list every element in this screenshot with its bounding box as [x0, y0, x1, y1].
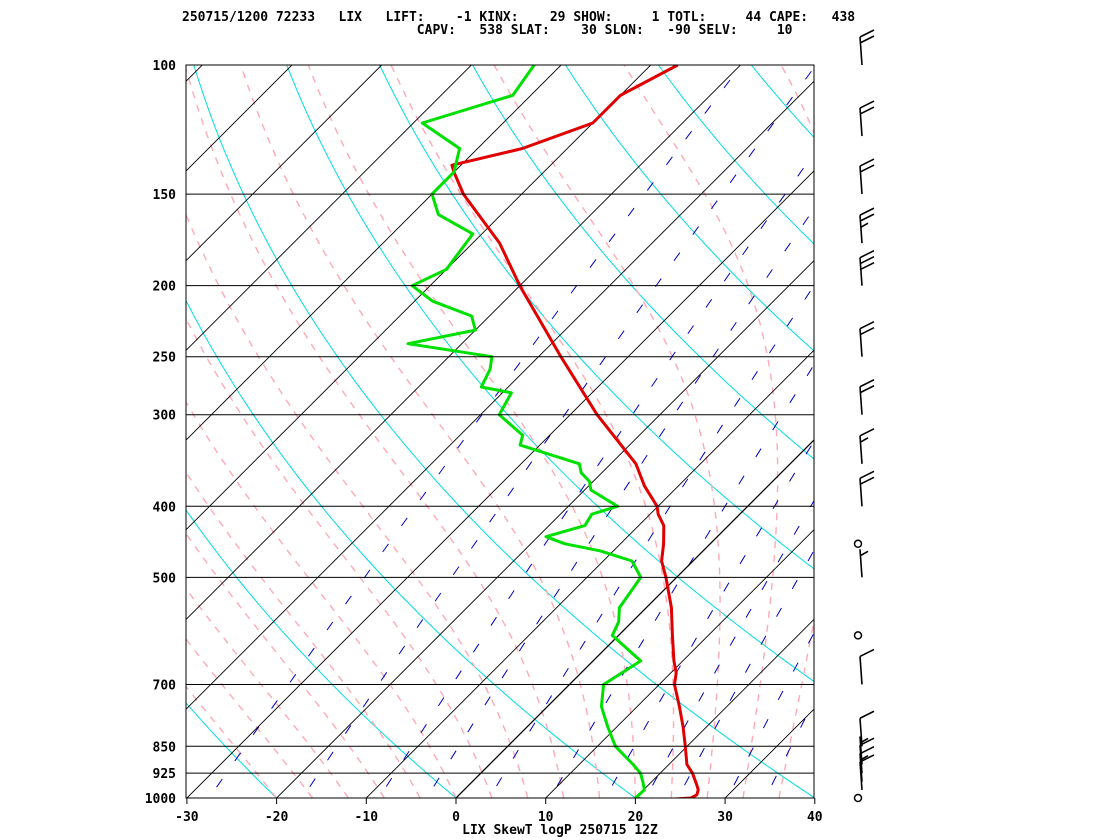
moist-adiabat-line	[815, 65, 941, 798]
isotherm-line	[634, 618, 814, 798]
wind-barb	[859, 100, 875, 137]
wind-barb	[859, 379, 875, 415]
moist-adiabat-line	[186, 587, 349, 798]
dry-adiabat-line	[937, 65, 1120, 814]
dry-adiabat-line	[286, 65, 814, 683]
isotherm-line	[365, 349, 814, 798]
moist-adiabat-line	[186, 400, 457, 798]
temperature-tick-label: 10	[538, 810, 554, 825]
isotherm-line	[186, 65, 562, 441]
temperature-tick-label: -10	[355, 810, 379, 825]
wind-barb	[859, 428, 875, 464]
isotherm-line	[275, 259, 814, 798]
pressure-tick-label: 500	[153, 571, 177, 586]
dry-adiabat-line	[186, 509, 457, 798]
isotherm-line	[186, 170, 814, 798]
wind-barb	[859, 207, 875, 244]
dry-adiabat-line	[193, 65, 814, 798]
pressure-tick-label: 150	[153, 188, 177, 203]
mixing-ratio-line	[208, 65, 742, 798]
pressure-tick-label: 100	[153, 59, 177, 74]
header-indices-line-2: CAPV: 538 SLAT: 30 SLON: -90 SELV: 10	[182, 23, 793, 38]
temperature-tick-label: 30	[717, 810, 733, 825]
header-indices-line-1: 250715/1200 72233 LIX LIFT: -1 KINX: 29 …	[182, 10, 856, 25]
calm-wind-circle	[853, 631, 863, 640]
pressure-tick-label: 400	[153, 500, 177, 515]
pressure-tick-label: 850	[153, 740, 177, 755]
mixing-ratio-line	[425, 207, 814, 798]
wind-barb	[859, 158, 875, 195]
moist-adiabat-line	[186, 532, 385, 798]
calm-wind-circle	[853, 539, 863, 549]
plot-area	[0, 49, 1120, 814]
wind-barb	[859, 29, 875, 66]
temperature-tick-label: -20	[265, 810, 289, 825]
pressure-tick-label: 700	[153, 678, 177, 693]
calm-wind-circle	[853, 793, 863, 803]
isotherm-line	[186, 65, 652, 531]
temperature-tick-label: 0	[452, 810, 460, 825]
dry-adiabat-line	[565, 65, 814, 352]
pressure-tick-label: 200	[153, 280, 177, 295]
pressure-tick-label: 300	[153, 409, 177, 424]
isotherm-line	[545, 529, 814, 798]
dry-adiabat-line	[379, 65, 814, 570]
mixing-ratio-line	[677, 549, 814, 798]
pressure-tick-label: 1000	[145, 792, 176, 807]
mixing-ratio-line	[378, 152, 814, 798]
dewpoint-profile-line	[406, 65, 647, 798]
wind-barb	[859, 249, 875, 286]
isotherm-line	[186, 65, 293, 172]
isotherm-line	[186, 65, 742, 621]
temperature-tick-label: -30	[175, 810, 199, 825]
dry-adiabat-line	[186, 299, 637, 798]
dry-adiabat-line	[657, 65, 814, 245]
mixing-ratio-line	[726, 631, 814, 798]
moist-adiabat-line	[240, 65, 601, 798]
dry-adiabat-line	[0, 65, 111, 814]
isotherm-line	[186, 65, 473, 352]
isotherm-line	[724, 708, 814, 798]
wind-barb	[859, 648, 875, 685]
temperature-profile-line	[450, 65, 700, 798]
isotherm-line	[799, 49, 1120, 814]
isotherm-line	[455, 439, 814, 798]
isotherm-line	[186, 80, 814, 710]
moist-adiabat-line	[623, 65, 779, 798]
isotherm-line	[186, 65, 383, 262]
temperature-tick-label: 40	[807, 810, 823, 825]
isotherm-line	[0, 49, 129, 814]
moist-adiabat-line	[186, 212, 529, 798]
dry-adiabat-line	[186, 702, 278, 798]
wind-barb	[859, 710, 875, 747]
wind-barb	[859, 549, 869, 578]
plot-frame	[185, 64, 815, 799]
mixing-ratio-line	[301, 66, 814, 798]
pressure-tick-label: 925	[153, 767, 176, 782]
moist-adiabat-line	[493, 65, 721, 798]
moist-adiabat-line	[307, 65, 637, 798]
pressure-tick-label: 250	[153, 351, 177, 366]
isotherm-line	[0, 49, 39, 814]
mixing-ratio-line	[604, 440, 814, 798]
mixing-ratio-line	[808, 787, 814, 798]
chart-title: LIX SkewT logP 250715 12Z	[462, 823, 658, 838]
header: 250715/1200 72233 LIX LIFT: -1 KINX: 29 …	[0, 0, 1120, 40]
dry-adiabat-line	[750, 65, 814, 139]
mixing-ratio-line	[764, 700, 814, 798]
dry-adiabat-line	[844, 65, 1120, 814]
dry-adiabat-line	[1030, 65, 1120, 814]
wind-barb	[859, 470, 875, 507]
temperature-tick-label: 20	[628, 810, 644, 825]
wind-barb	[859, 320, 875, 357]
dry-adiabat-line	[472, 65, 814, 460]
mixing-ratio-line	[549, 363, 814, 798]
